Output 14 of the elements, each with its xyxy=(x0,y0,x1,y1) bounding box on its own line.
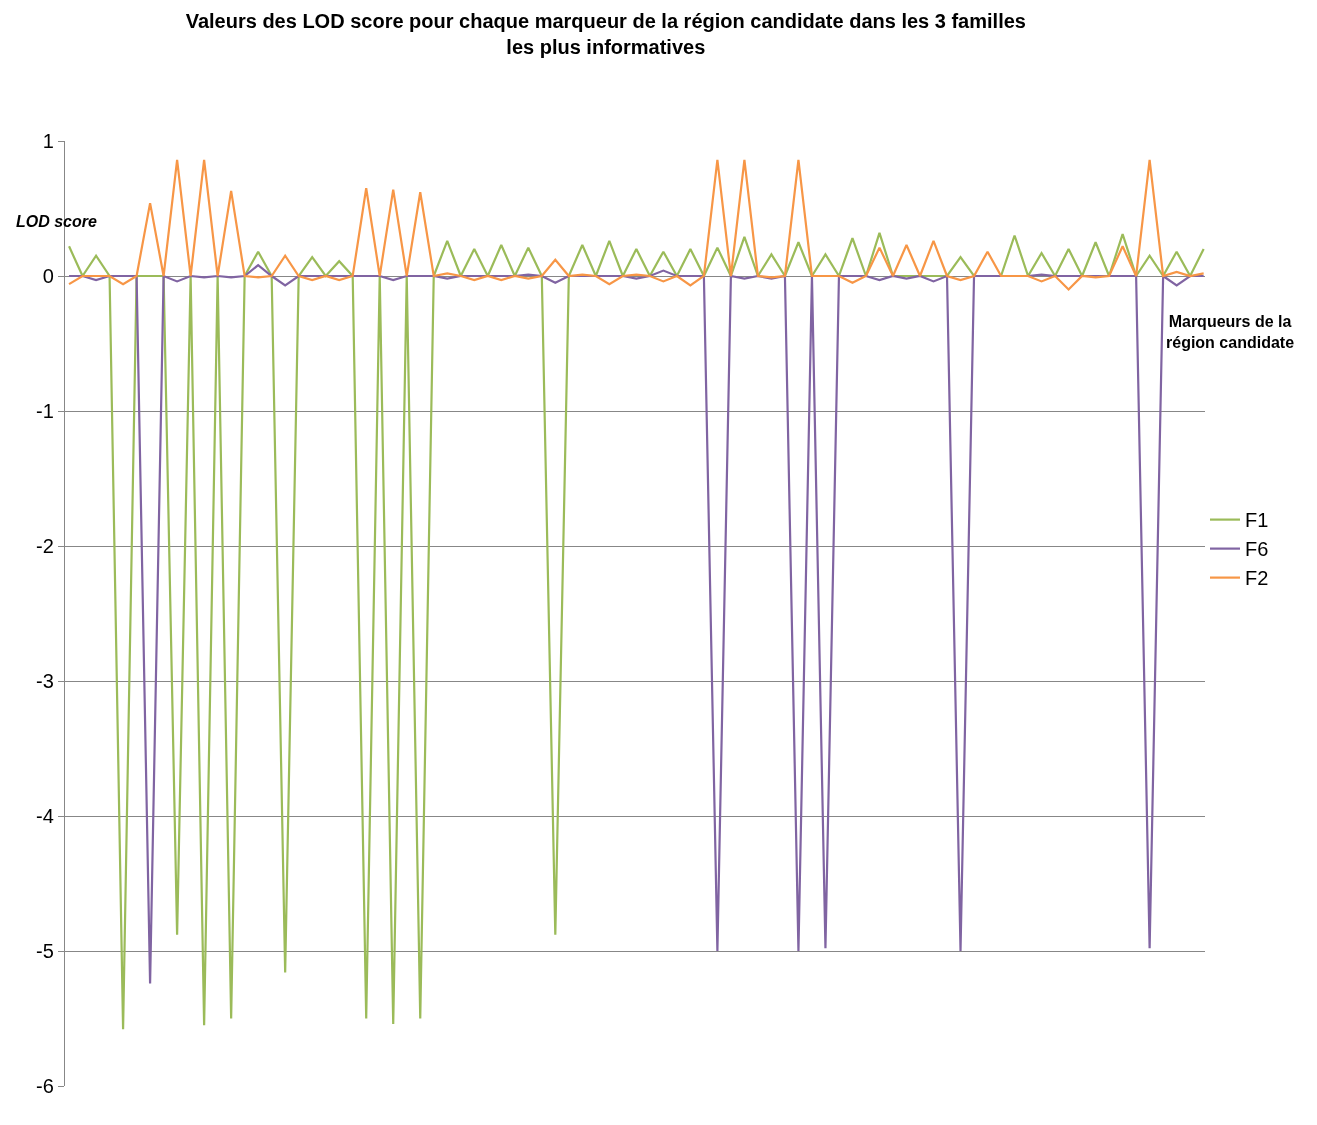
y-tick-label: -4 xyxy=(36,805,54,827)
y-tick-label: 0 xyxy=(42,265,54,287)
legend-label: F6 xyxy=(1245,538,1269,561)
legend-label: F1 xyxy=(1245,509,1269,532)
y-tick-label: -2 xyxy=(36,535,54,557)
y-tick-label: -6 xyxy=(36,1075,54,1097)
y-axis-title: LOD score xyxy=(16,213,98,230)
y-tick-label: -3 xyxy=(36,670,54,692)
x-axis-title: Marqueurs de la région candidate xyxy=(1166,313,1295,351)
y-tick-label: -5 xyxy=(36,940,54,962)
legend-label: F2 xyxy=(1245,567,1269,590)
chart-title: Valeurs des LOD score pour chaque marqueur de la région candidate dans les 3 familles les plus informatives xyxy=(185,10,1026,59)
y-tick-label: 1 xyxy=(42,130,54,152)
y-tick-label: -1 xyxy=(36,400,54,422)
